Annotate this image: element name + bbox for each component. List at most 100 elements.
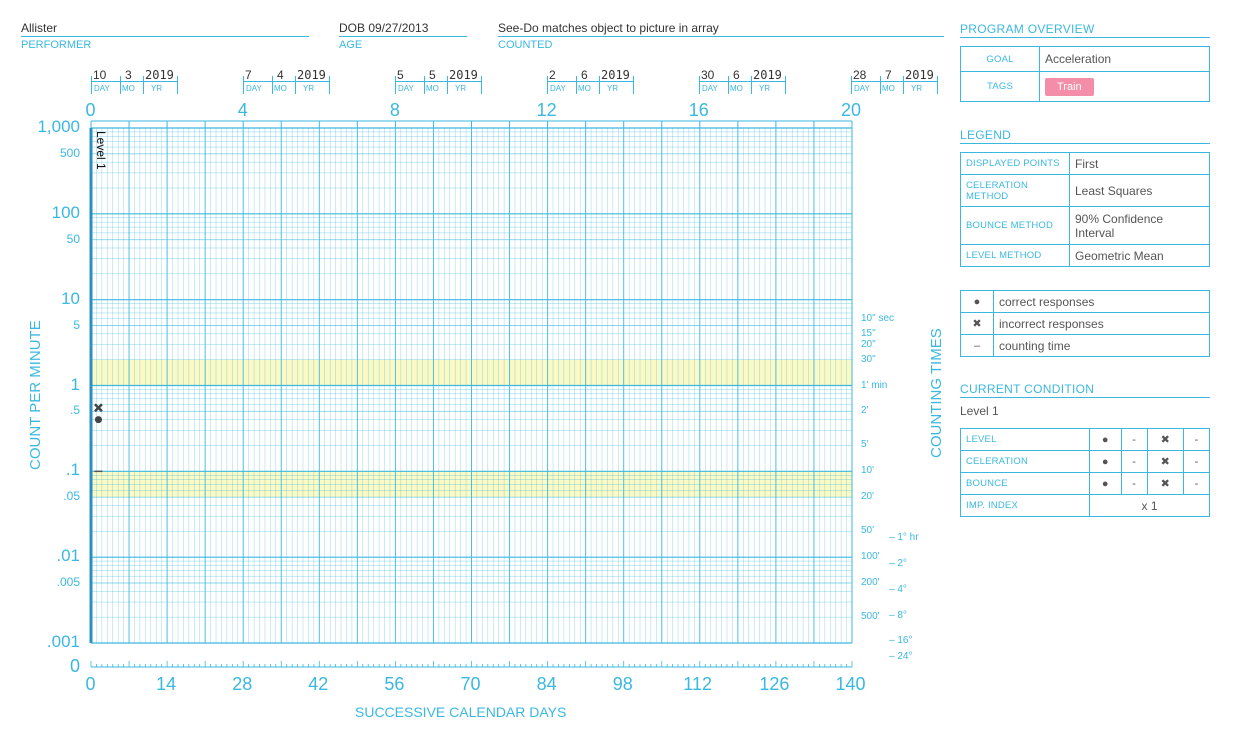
date-box-rule — [699, 76, 700, 94]
date-box-rule — [547, 76, 548, 94]
date-box-rule — [447, 76, 448, 94]
date-box: 30 6 2019 DAY MO YR — [699, 68, 787, 96]
top-axis-label: 12 — [536, 100, 557, 120]
date-year: 2019 — [905, 68, 934, 82]
date-box-rule — [243, 81, 329, 82]
date-box-rule — [699, 81, 785, 82]
counting-time-label: 100' — [861, 551, 880, 563]
date-box-rule — [785, 76, 786, 94]
tags-key: TAGS — [960, 71, 1040, 102]
date-day: 7 — [245, 68, 252, 82]
counting-time-label: 200' — [861, 577, 880, 588]
date-month: 6 — [581, 68, 588, 82]
x-icon: ✖ — [1146, 472, 1184, 495]
date-year: 2019 — [753, 68, 782, 82]
counting-time-label: 1' min — [861, 379, 888, 391]
date-year: 2019 — [297, 68, 326, 82]
bottom-axis-label: 126 — [759, 674, 790, 694]
date-box-rule — [424, 76, 425, 94]
incorrect-x-icon: ✖ — [960, 312, 994, 335]
date-box-rule — [243, 76, 244, 94]
legend-key: CELERATION METHOD — [960, 174, 1070, 207]
phase-label-text: Level 1 — [94, 131, 108, 170]
legend-value: First — [1069, 152, 1210, 175]
date-box-rule — [295, 76, 296, 94]
legend-title: LEGEND — [960, 128, 1012, 142]
date-box-rule — [751, 76, 752, 94]
dash-cell: - — [1182, 472, 1211, 495]
legend-key: LEVEL METHOD — [960, 244, 1070, 267]
age-underline — [339, 36, 467, 37]
performer-name: Allister — [21, 21, 58, 35]
date-day: 5 — [397, 68, 404, 82]
bottom-axis-label: 42 — [308, 674, 329, 694]
date-month: 6 — [733, 68, 740, 82]
tags-cell: Train — [1039, 71, 1210, 102]
phase-label: Level 1 — [94, 131, 110, 181]
performer-underline — [21, 36, 309, 37]
y-axis-label: .01 — [56, 546, 80, 566]
overview-table: GOAL Acceleration TAGS Train — [960, 46, 1210, 102]
date-box-rule — [91, 81, 177, 82]
y-axis-label: 100 — [51, 202, 80, 222]
symbol-legend-table: ● correct responses ✖ incorrect responses … — [960, 290, 1210, 357]
mo-label: MO — [882, 84, 895, 93]
condition-underline — [960, 397, 1210, 398]
day-label: DAY — [94, 84, 110, 93]
y-axis-label: 5 — [73, 317, 80, 332]
tag-train[interactable]: Train — [1045, 77, 1094, 96]
date-box-rule — [120, 76, 121, 94]
date-year: 2019 — [601, 68, 630, 82]
goal-value: Acceleration — [1039, 46, 1210, 72]
date-box: 2 6 2019 DAY MO YR — [547, 68, 635, 96]
dot-icon: ● — [1089, 450, 1122, 473]
date-box-rule — [91, 76, 92, 94]
mo-label: MO — [122, 84, 135, 93]
date-box-rule — [880, 76, 881, 94]
x-axis-title: SUCCESSIVE CALENDAR DAYS — [355, 704, 567, 720]
counting-time-hour-label: – 24° — [889, 650, 913, 662]
bottom-axis-label: 56 — [384, 674, 405, 694]
date-box-rule — [851, 81, 937, 82]
date-month: 3 — [125, 68, 132, 82]
counting-time-hour-label: – 4° — [889, 583, 907, 595]
counting-time-label: 20" — [861, 338, 876, 350]
yr-label: YR — [303, 84, 315, 93]
condition-name: Level 1 — [960, 404, 999, 418]
symbol-label: correct responses — [993, 290, 1210, 313]
counting-time-label: 30" — [861, 353, 876, 365]
dob-value: DOB 09/27/2013 — [339, 21, 429, 35]
y-axis-label: 1,000 — [37, 117, 80, 136]
current-condition-title: CURRENT CONDITION — [960, 382, 1095, 396]
dot-icon: ● — [1089, 428, 1122, 451]
bottom-axis-label: 84 — [536, 674, 557, 694]
counting-time-label: 10" sec — [861, 312, 895, 324]
yr-label: YR — [151, 84, 163, 93]
legend-table: DISPLAYED POINTS First CELERATION METHOD L… — [960, 152, 1210, 267]
date-day: 28 — [853, 68, 867, 82]
day-label: DAY — [246, 84, 262, 93]
dash-cell: - — [1120, 472, 1148, 495]
condition-key: LEVEL — [960, 428, 1090, 451]
counted-label: COUNTED — [498, 39, 553, 51]
counting-time-hour-label: – 16° — [889, 635, 913, 647]
bottom-axis-label: 70 — [460, 674, 481, 694]
mo-label: MO — [578, 84, 591, 93]
yr-label: YR — [911, 84, 923, 93]
date-box-rule — [143, 76, 144, 94]
date-box-rule — [272, 76, 273, 94]
bottom-axis-label: 112 — [683, 674, 712, 694]
y-axis-label: .005 — [56, 575, 80, 589]
mo-label: MO — [730, 84, 743, 93]
date-box-rule — [599, 76, 600, 94]
bottom-axis-label: 0 — [85, 674, 96, 694]
date-box-rule — [547, 81, 633, 82]
counting-time-label: 50' — [861, 525, 875, 537]
date-box: 28 7 2019 DAY MO YR — [851, 68, 939, 96]
age-label: AGE — [339, 39, 363, 51]
day-label: DAY — [398, 84, 414, 93]
yr-label: YR — [455, 84, 467, 93]
overview-underline — [960, 37, 1210, 38]
x-icon: ✖ — [1146, 428, 1184, 451]
